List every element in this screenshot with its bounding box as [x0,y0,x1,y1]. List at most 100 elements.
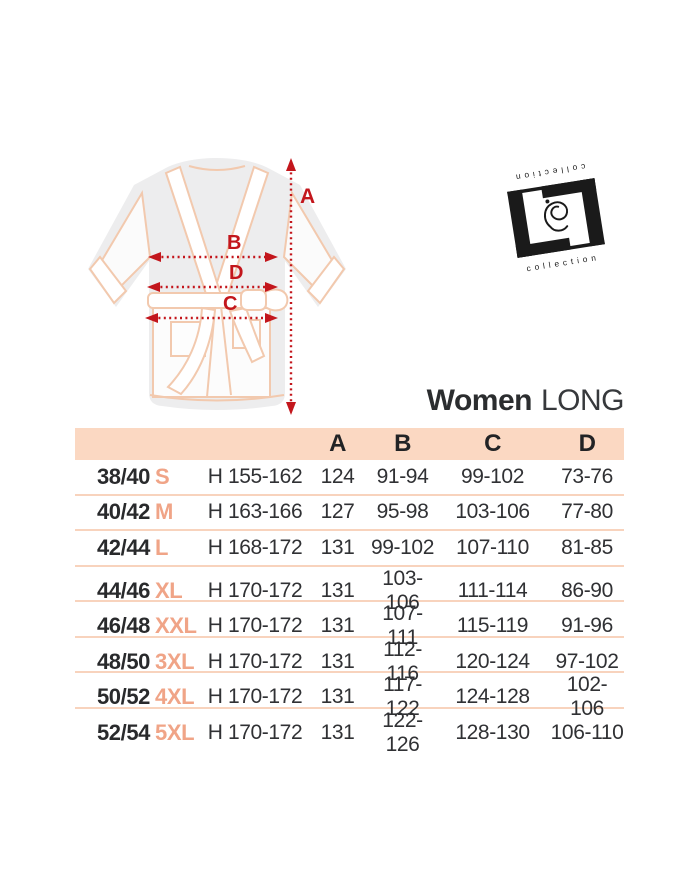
cell-size: 50/52 [96,684,150,709]
cell-b: 122-126 [382,708,423,756]
cell-size-letter: S [155,463,170,489]
cell-size-letter: XL [155,577,183,603]
cell-d: 106-110 [550,720,624,744]
cell-size-letter: 5XL [155,719,195,745]
table-row: 42/44 L H 168-172 131 99-102 107-110 81-… [75,531,624,567]
robe-neck-line [188,165,246,171]
column-header-b: B [394,430,411,457]
cell-height: H 170-172 [207,685,303,708]
arrowhead-b-right [265,252,278,262]
logo-swirl-ornament [544,201,569,232]
cell-a: 131 [320,720,355,744]
cell-height: H 170-172 [207,578,303,602]
cell-size: 42/44 [96,534,150,560]
table-row: 48/50 3XL H 170-172 131 112-116 120-124 … [75,638,624,685]
lt-collection-logo: collection collection [507,162,605,273]
robe-illustration: A B D C [88,158,346,415]
cell-c: 120-124 [455,649,530,673]
cell-c: 107-110 [456,535,529,559]
size-table: A B C D 38/40 S H 155-162 124 91-94 99-1… [75,428,624,756]
cell-size: 48/50 [96,648,150,674]
cell-height: H 170-172 [207,720,303,744]
table-row: 52/54 5XL H 170-172 131 122-126 128-130 … [75,709,624,756]
cell-a: 127 [320,500,355,524]
arrowhead-a-top [286,158,296,171]
table-row: 46/48 XXL H 170-172 131 107-111 115-119 … [75,602,624,649]
logo-swirl-dot [545,199,550,204]
column-header-a: A [329,430,346,457]
cell-size-letter: 4XL [155,684,195,709]
cell-size-letter: L [155,534,169,560]
cell-d: 77-80 [561,500,613,524]
cell-a: 131 [320,649,355,673]
logo-bottom-serif [517,240,605,258]
cell-d: 86-90 [561,578,613,602]
cell-size-letter: M [155,499,173,525]
logo-bottom-text: collection [526,252,601,273]
arrowhead-d-left [147,282,160,292]
cell-d: 102-106 [566,673,608,720]
cell-c: 115-119 [456,614,529,637]
arrowhead-c-right [265,313,278,323]
robe-belt-tail-right [228,306,266,364]
column-header-c: C [484,430,501,457]
robe-measurement-diagram: A B D C [50,145,370,435]
cell-d: 73-76 [561,464,613,488]
measure-label-b: B [227,232,241,254]
cell-height: H 170-172 [207,649,303,673]
cell-b: 112-116 [383,637,422,685]
table-row: 40/42 M H 163-166 127 95-98 103-106 77-8… [75,496,624,531]
cell-b: 99-102 [371,535,434,559]
cell-b: 117-122 [383,673,422,720]
heading-variant: LONG [540,384,625,417]
cell-d: 81-85 [561,535,613,559]
cell-c: 128-130 [455,720,530,744]
cell-size: 38/40 [96,463,150,489]
robe-hem-line [149,394,285,402]
robe-right-cuff [306,255,346,305]
arrowhead-d-right [265,282,278,292]
arrowhead-b-left [148,252,161,262]
cell-a: 131 [320,535,355,559]
logo-top-text: collection [511,162,586,183]
cell-a: 124 [320,464,355,488]
chart-heading: Women LONG [280,384,625,418]
cell-b: 103-106 [382,566,423,614]
cell-a: 131 [320,685,355,708]
table-row: 38/40 S H 155-162 124 91-94 99-102 73-76 [75,460,624,496]
cell-c: 99-102 [461,464,524,488]
robe-belt-knot [240,289,267,311]
cell-size: 40/42 [96,499,150,525]
cell-height: H 163-166 [207,500,303,524]
cell-size: 46/48 [96,613,150,638]
cell-b: 95-98 [376,500,429,524]
robe-belt-tail-left [166,306,217,396]
arrowhead-c-left [145,313,158,323]
cell-size-letter: XXL [155,613,197,638]
cell-c: 124-128 [455,685,530,708]
logo-right-head [541,178,597,199]
cell-a: 131 [320,614,355,637]
measure-label-c: C [223,293,237,315]
cell-b: 91-94 [376,464,429,488]
size-table-header: A B C D [75,428,624,460]
logo-left-bar [507,189,533,258]
cell-size-letter: 3XL [155,648,195,674]
cell-height: H 155-162 [207,464,303,488]
cell-height: H 168-172 [207,535,303,559]
table-row: 50/52 4XL H 170-172 131 117-122 124-128 … [75,673,624,720]
arrowhead-a-bottom [286,402,296,415]
measure-label-d: D [229,262,243,284]
measure-label-a: A [300,185,315,208]
cell-c: 111-114 [457,578,528,602]
cell-d: 97-102 [555,649,619,673]
brand-logo: collection collection [484,154,628,283]
cell-size: 52/54 [96,719,150,745]
column-header-d: D [578,430,596,457]
cell-c: 103-106 [455,500,530,524]
cell-d: 91-96 [561,614,613,637]
table-row: 44/46 XL H 170-172 131 103-106 111-114 8… [75,567,624,614]
robe-left-cuff [88,255,128,305]
heading-gender: Women [426,384,533,417]
